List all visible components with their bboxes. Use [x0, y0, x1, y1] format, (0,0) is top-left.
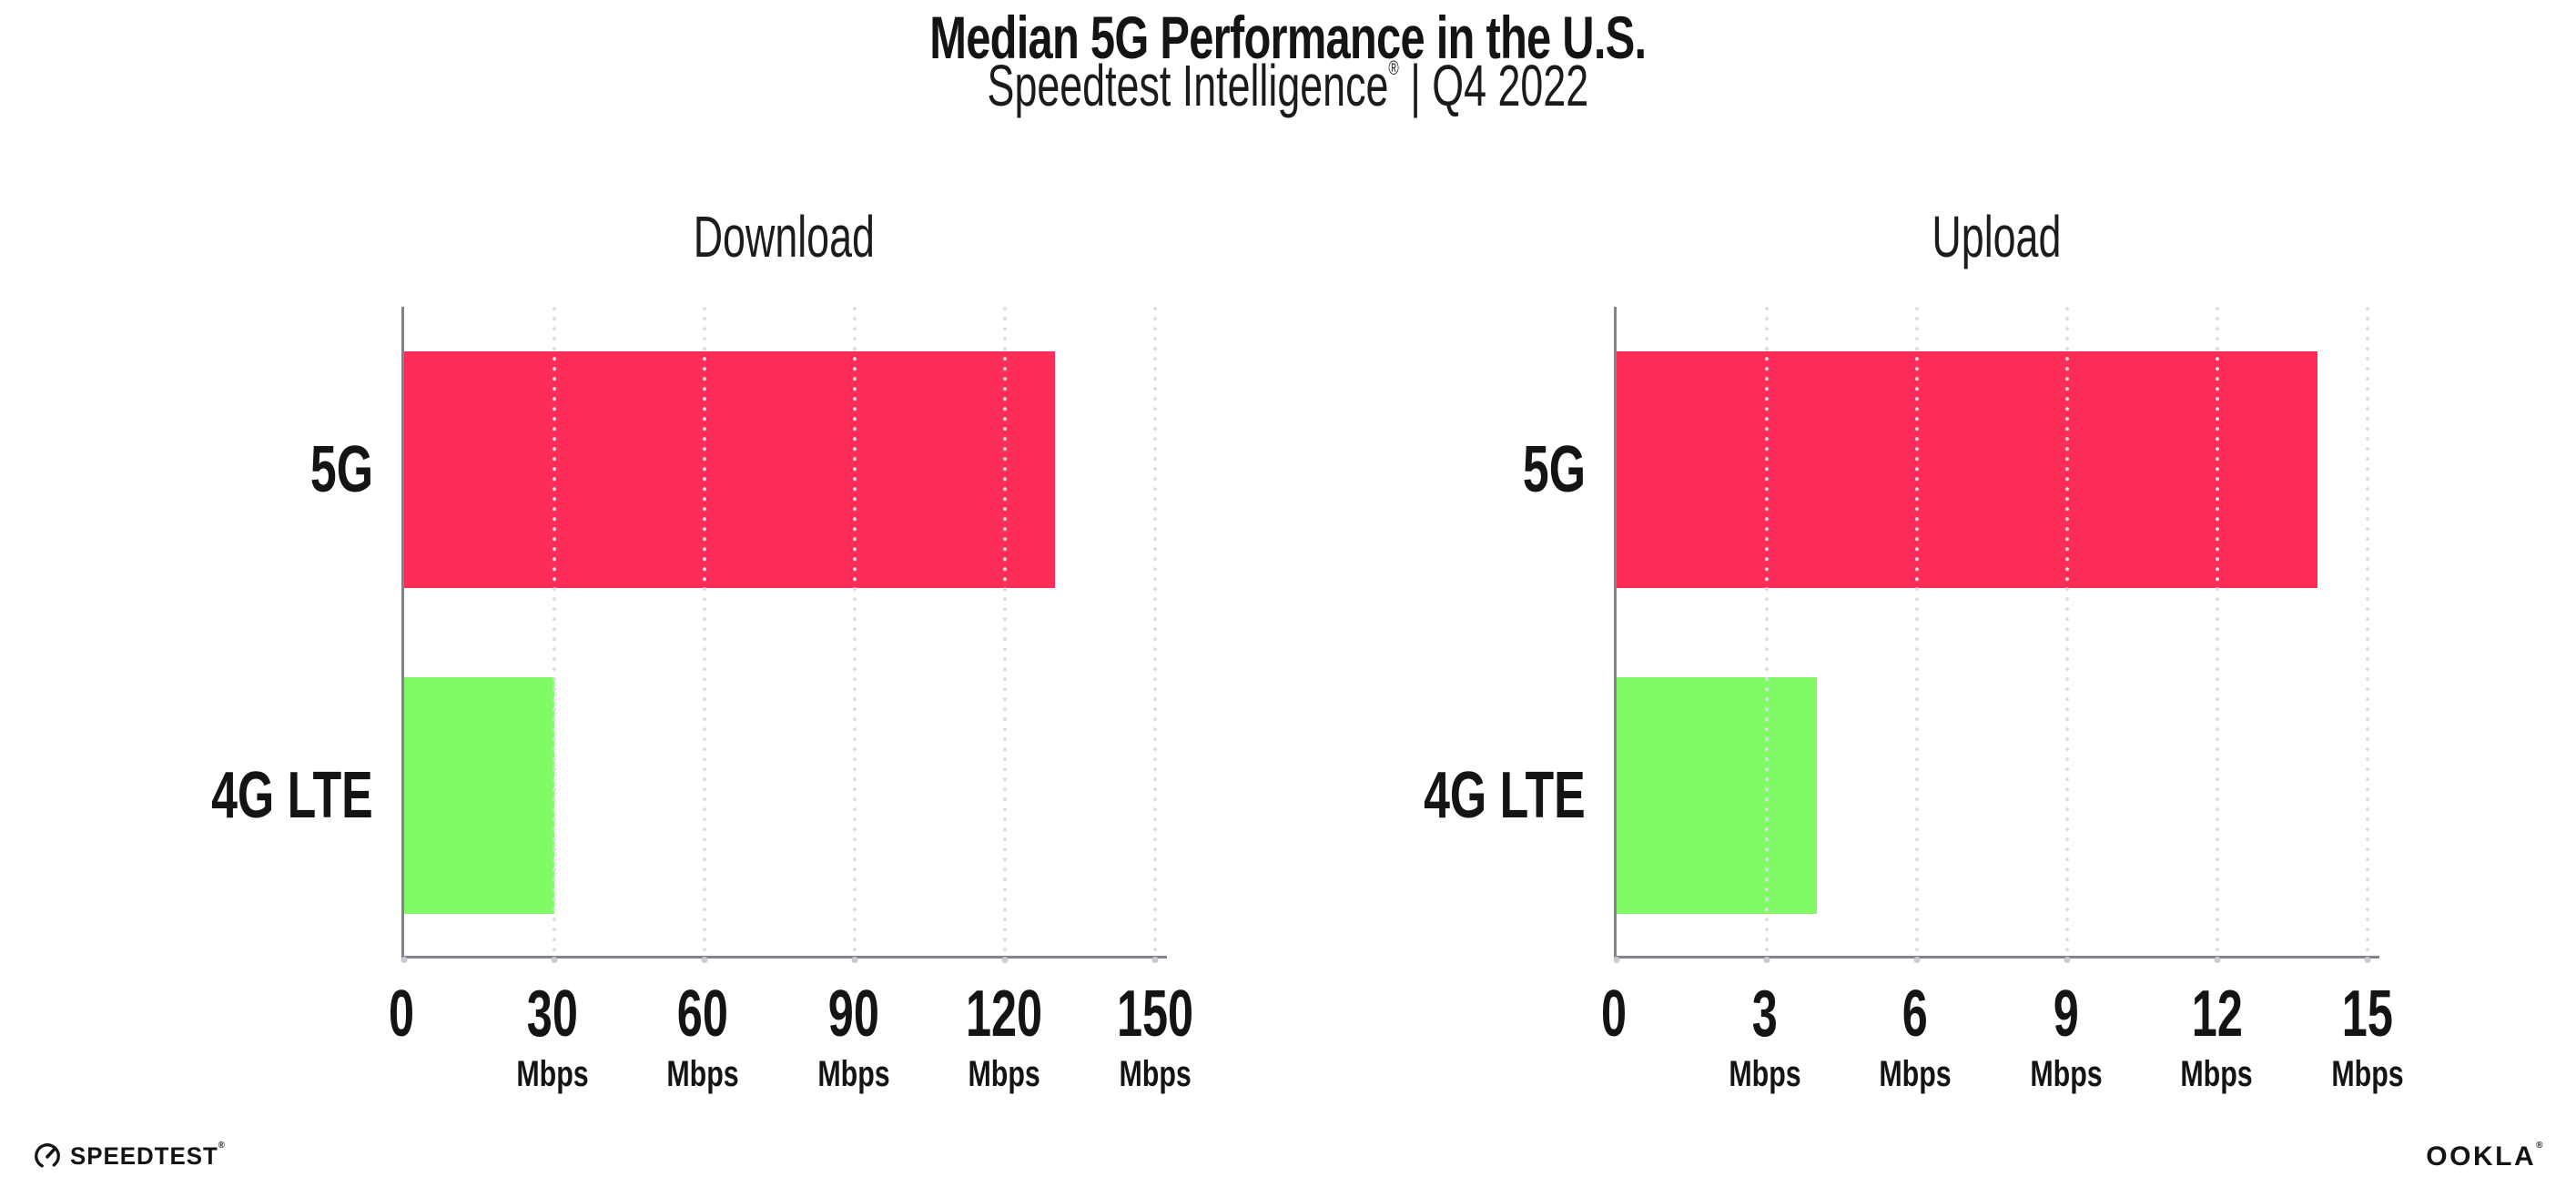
y-axis-label-5g-text: 5G: [309, 433, 373, 506]
x-tick: 6 Mbps: [1868, 981, 1962, 1092]
bar-4g-lte-upload: [1617, 677, 1817, 914]
x-tick: 120 Mbps: [949, 981, 1059, 1092]
x-tick-value: 30: [526, 978, 578, 1050]
upload-y-axis-labels: 5G 4G LTE: [1303, 307, 1586, 959]
vertical-gridline: [1153, 307, 1157, 956]
upload-x-axis-ticks: 0 3 Mbps 6 Mbps 9 Mbps 12 Mbps 15 Mbps: [1601, 981, 2404, 1109]
axis-tick-mark: [401, 957, 408, 963]
x-tick-value: 90: [827, 978, 879, 1050]
x-tick-value: 60: [677, 978, 729, 1050]
x-tick-value: 15: [2341, 978, 2393, 1050]
x-tick-value: 6: [1902, 978, 1929, 1050]
axis-tick-mark: [1613, 957, 1620, 963]
upload-panel-title: Upload: [1614, 208, 2379, 266]
x-tick-unit: Mbps: [817, 1054, 890, 1094]
download-panel-title: Download: [401, 208, 1167, 266]
x-tick: 0: [1596, 981, 1632, 1047]
bar-5g-upload: [1617, 351, 2317, 588]
x-tick-unit: Mbps: [2030, 1054, 2103, 1094]
vertical-gridline: [1915, 307, 1919, 956]
ookla-logo-text: OOKLA®: [2426, 1141, 2545, 1172]
x-tick-value: 3: [1751, 978, 1778, 1050]
download-y-axis-labels: 5G 4G LTE: [91, 307, 373, 959]
vertical-gridline: [553, 307, 556, 956]
page-subtitle: Speedtest Intelligence® | Q4 2022: [0, 56, 2576, 115]
vertical-gridline: [1003, 307, 1007, 956]
axis-tick-mark: [701, 957, 708, 963]
x-tick-value: 150: [1116, 978, 1194, 1050]
gauge-needle: [46, 1148, 56, 1159]
axis-tick-mark: [851, 957, 858, 963]
x-tick: 3 Mbps: [1717, 981, 1811, 1092]
subtitle-separator: |: [1410, 53, 1421, 118]
x-tick-unit: Mbps: [1728, 1054, 1801, 1094]
x-tick: 150 Mbps: [1100, 981, 1210, 1092]
x-tick-unit: Mbps: [1119, 1054, 1192, 1094]
ookla-wordmark: OOKLA: [2426, 1141, 2537, 1172]
x-tick: 90 Mbps: [806, 981, 901, 1092]
axis-tick-mark: [1151, 957, 1159, 963]
axis-tick-mark: [551, 957, 558, 963]
registered-trademark-icon: ®: [1388, 56, 1399, 79]
bar-4g-lte-download: [404, 677, 554, 914]
y-axis-label-4g-lte-text: 4G LTE: [1424, 759, 1586, 832]
download-panel-title-text: Download: [693, 204, 876, 269]
ookla-registered-mark: ®: [2536, 1141, 2545, 1151]
x-tick-value: 120: [966, 978, 1043, 1050]
x-tick: 15 Mbps: [2320, 981, 2415, 1092]
x-tick: 9 Mbps: [2019, 981, 2114, 1092]
y-axis-label-4g-lte-text: 4G LTE: [211, 759, 373, 832]
y-axis-label-4g-lte: 4G LTE: [148, 763, 373, 828]
page-title: Median 5G Performance in the U.S.: [0, 7, 2576, 67]
axis-tick-mark: [1763, 957, 1770, 963]
x-tick-unit: Mbps: [968, 1054, 1041, 1094]
page-title-text: Median 5G Performance in the U.S.: [929, 4, 1647, 71]
vertical-gridline: [703, 307, 706, 956]
vertical-gridline: [2366, 307, 2369, 956]
x-tick-unit: Mbps: [2331, 1054, 2404, 1094]
speedtest-registered-mark: ®: [218, 1140, 226, 1151]
speedtest-logo-text: SPEEDTEST®: [70, 1140, 226, 1170]
subtitle-period: Q4 2022: [1432, 53, 1589, 118]
axis-tick-mark: [2064, 957, 2071, 963]
x-tick: 30 Mbps: [504, 981, 599, 1092]
bar-5g-download: [404, 351, 1055, 588]
speedtest-wordmark: SPEEDTEST: [70, 1141, 218, 1170]
subtitle-product: Speedtest Intelligence: [987, 53, 1389, 118]
speedtest-gauge-icon: [35, 1143, 60, 1169]
upload-panel-title-text: Upload: [1932, 204, 2062, 269]
x-tick-value: 0: [388, 978, 415, 1050]
x-tick-value: 12: [2191, 978, 2243, 1050]
y-axis-label-5g: 5G: [1498, 437, 1586, 502]
x-tick: 12 Mbps: [2169, 981, 2264, 1092]
page-subtitle-text: Speedtest Intelligence® | Q4 2022: [988, 56, 1589, 115]
x-tick: 60 Mbps: [655, 981, 750, 1092]
vertical-gridline: [853, 307, 857, 956]
x-tick: 0: [383, 981, 420, 1047]
y-axis-label-4g-lte: 4G LTE: [1361, 763, 1586, 828]
vertical-gridline: [2216, 307, 2219, 956]
y-axis-label-5g: 5G: [286, 437, 373, 502]
download-plot-area: [401, 307, 1167, 963]
upload-plot-area: [1613, 307, 2379, 963]
axis-tick-mark: [1001, 957, 1009, 963]
x-tick-unit: Mbps: [515, 1054, 589, 1094]
axis-tick-mark: [1913, 957, 1921, 963]
x-tick-unit: Mbps: [1879, 1054, 1952, 1094]
download-x-axis-ticks: 0 30 Mbps 60 Mbps 90 Mbps 120 Mbps 150 Mbps: [389, 981, 1193, 1109]
x-tick-unit: Mbps: [2180, 1054, 2254, 1094]
x-tick-value: 9: [2053, 978, 2079, 1050]
ookla-logo: OOKLA®: [2426, 1141, 2545, 1172]
vertical-gridline: [2065, 307, 2069, 956]
axis-tick-mark: [2364, 957, 2371, 963]
vertical-gridline: [1765, 307, 1769, 956]
x-tick-value: 0: [1600, 978, 1628, 1050]
x-tick-unit: Mbps: [666, 1054, 739, 1094]
speedtest-logo: SPEEDTEST®: [33, 1140, 232, 1172]
y-axis-label-5g-text: 5G: [1522, 433, 1586, 506]
axis-tick-mark: [2214, 957, 2221, 963]
